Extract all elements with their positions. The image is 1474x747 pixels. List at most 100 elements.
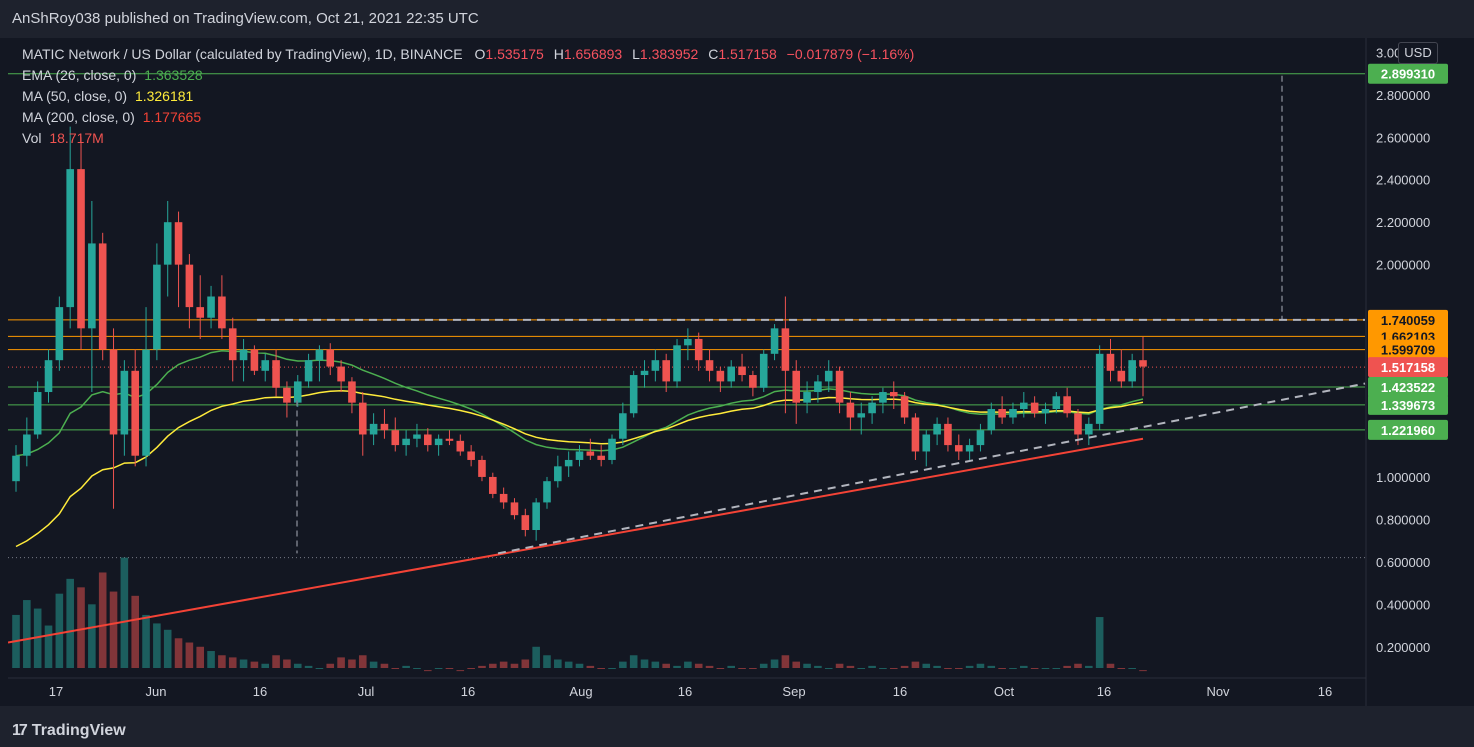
time-tick-label: Sep: [782, 684, 805, 699]
volume-bar: [413, 668, 421, 669]
volume-bar: [640, 659, 649, 668]
volume-bar: [976, 663, 985, 668]
trend-lines: [257, 75, 1366, 555]
change-value: −0.017879 (−1.16%): [786, 46, 915, 62]
volume-bar: [402, 665, 410, 668]
close-value: 1.517158: [718, 46, 777, 62]
price-tick-label: 0.200000: [1376, 640, 1430, 655]
volume-bar: [272, 655, 280, 668]
candle-body: [564, 459, 573, 467]
legend-symbol-row[interactable]: MATIC Network / US Dollar (calculated by…: [22, 44, 914, 65]
volume-bar: [673, 665, 681, 668]
candle-body: [543, 481, 551, 503]
ema-label[interactable]: EMA (26, close, 0): [22, 67, 137, 83]
support-trend-line: [497, 382, 1366, 555]
volume-bar: [1106, 663, 1115, 668]
ma200-line: [7, 437, 1144, 644]
price-tick-label: 0.400000: [1376, 597, 1430, 612]
candle-body: [575, 451, 584, 460]
candle-body: [987, 409, 996, 431]
candle-body: [1041, 409, 1050, 414]
candle-body: [402, 438, 410, 446]
candle-body: [315, 349, 324, 361]
candle-body: [348, 381, 356, 403]
volume-bar: [608, 668, 616, 669]
vol-value: 18.717M: [49, 130, 104, 146]
candle-body: [163, 222, 172, 265]
volume-bar: [770, 659, 779, 668]
price-tick-label: 0.800000: [1376, 512, 1430, 527]
volume-bar: [792, 661, 801, 668]
ma200-label[interactable]: MA (200, close, 0): [22, 109, 135, 125]
legend-vol-row[interactable]: Vol 18.717M: [22, 128, 914, 149]
volume-bar: [358, 655, 367, 668]
legend-ema-row[interactable]: EMA (26, close, 0) 1.363528: [22, 65, 914, 86]
candle-body: [55, 307, 64, 361]
candle-body: [1052, 396, 1061, 410]
candle-body: [423, 434, 432, 446]
volume-bar: [88, 604, 96, 668]
candle-body: [824, 370, 833, 382]
volume-bar: [629, 655, 638, 668]
candle-body: [716, 370, 725, 382]
price-label-text: 2.899310: [1381, 67, 1435, 82]
volume-bar: [174, 638, 183, 668]
volume-bar: [1095, 617, 1104, 668]
candle-body: [131, 370, 139, 456]
volume-bar: [293, 663, 302, 668]
volume-bar: [781, 655, 790, 668]
symbol-title[interactable]: MATIC Network / US Dollar (calculated by…: [22, 46, 463, 62]
candle-body: [868, 402, 876, 414]
candle-body: [196, 307, 205, 318]
vol-label[interactable]: Vol: [22, 130, 42, 146]
candle-body: [889, 392, 898, 397]
legend-ma50-row[interactable]: MA (50, close, 0) 1.326181: [22, 86, 914, 107]
candle-body: [694, 338, 703, 361]
volume-bar: [824, 668, 833, 669]
candle-body: [1117, 370, 1126, 382]
tradingview-logo-text: TradingView: [31, 722, 126, 739]
candle-body: [922, 434, 931, 452]
candle-body: [619, 413, 627, 439]
volume-bar: [207, 651, 215, 668]
candle-body: [792, 370, 801, 403]
volume-bar: [44, 625, 53, 668]
price-tick-label: 2.000000: [1376, 258, 1430, 273]
candle-body: [23, 434, 31, 456]
legend-ma200-row[interactable]: MA (200, close, 0) 1.177665: [22, 107, 914, 128]
tradingview-logo[interactable]: 17 TradingView: [12, 722, 126, 740]
volume-bar: [911, 661, 920, 668]
price-axis[interactable]: 3.0000002.8000002.6000002.4000002.200000…: [1365, 38, 1448, 706]
candle-body: [358, 402, 367, 435]
chart-area[interactable]: 3.0000002.8000002.6000002.4000002.200000…: [7, 38, 1468, 706]
top-bar: AnShRoy038 published on TradingView.com,…: [0, 0, 1474, 38]
time-tick-label: 16: [1097, 684, 1111, 699]
volume-bar: [814, 665, 822, 668]
volume-bar: [521, 659, 530, 668]
candle-body: [380, 423, 389, 431]
candle-body: [1128, 360, 1136, 382]
candle-body: [846, 402, 855, 418]
volume-bars: [12, 557, 1147, 672]
volume-bar: [33, 608, 42, 668]
candle-body: [12, 455, 20, 482]
ema-value: 1.363528: [144, 67, 203, 83]
volume-bar: [66, 578, 74, 668]
currency-button[interactable]: USD: [1398, 42, 1438, 64]
price-chart[interactable]: 3.0000002.8000002.6000002.4000002.200000…: [7, 38, 1468, 706]
candle-body: [153, 264, 161, 350]
volume-bar: [846, 665, 855, 668]
price-tick-label: 2.600000: [1376, 130, 1430, 145]
candle-body: [705, 360, 714, 371]
volume-bar: [1139, 670, 1147, 672]
candle-body: [749, 375, 757, 388]
volume-bar: [1009, 668, 1017, 669]
price-label-badge: [1368, 63, 1448, 84]
low-key: L: [632, 46, 640, 62]
candle-body: [944, 423, 952, 446]
volume-bar: [142, 614, 150, 668]
candle-body: [879, 392, 887, 403]
time-axis[interactable]: 17 Jun 16 Jul 16 Aug 16 Sep 16 Oct 16 Nov 16: [8, 677, 1366, 699]
ma50-label[interactable]: MA (50, close, 0): [22, 88, 128, 104]
candle-body: [651, 360, 660, 371]
